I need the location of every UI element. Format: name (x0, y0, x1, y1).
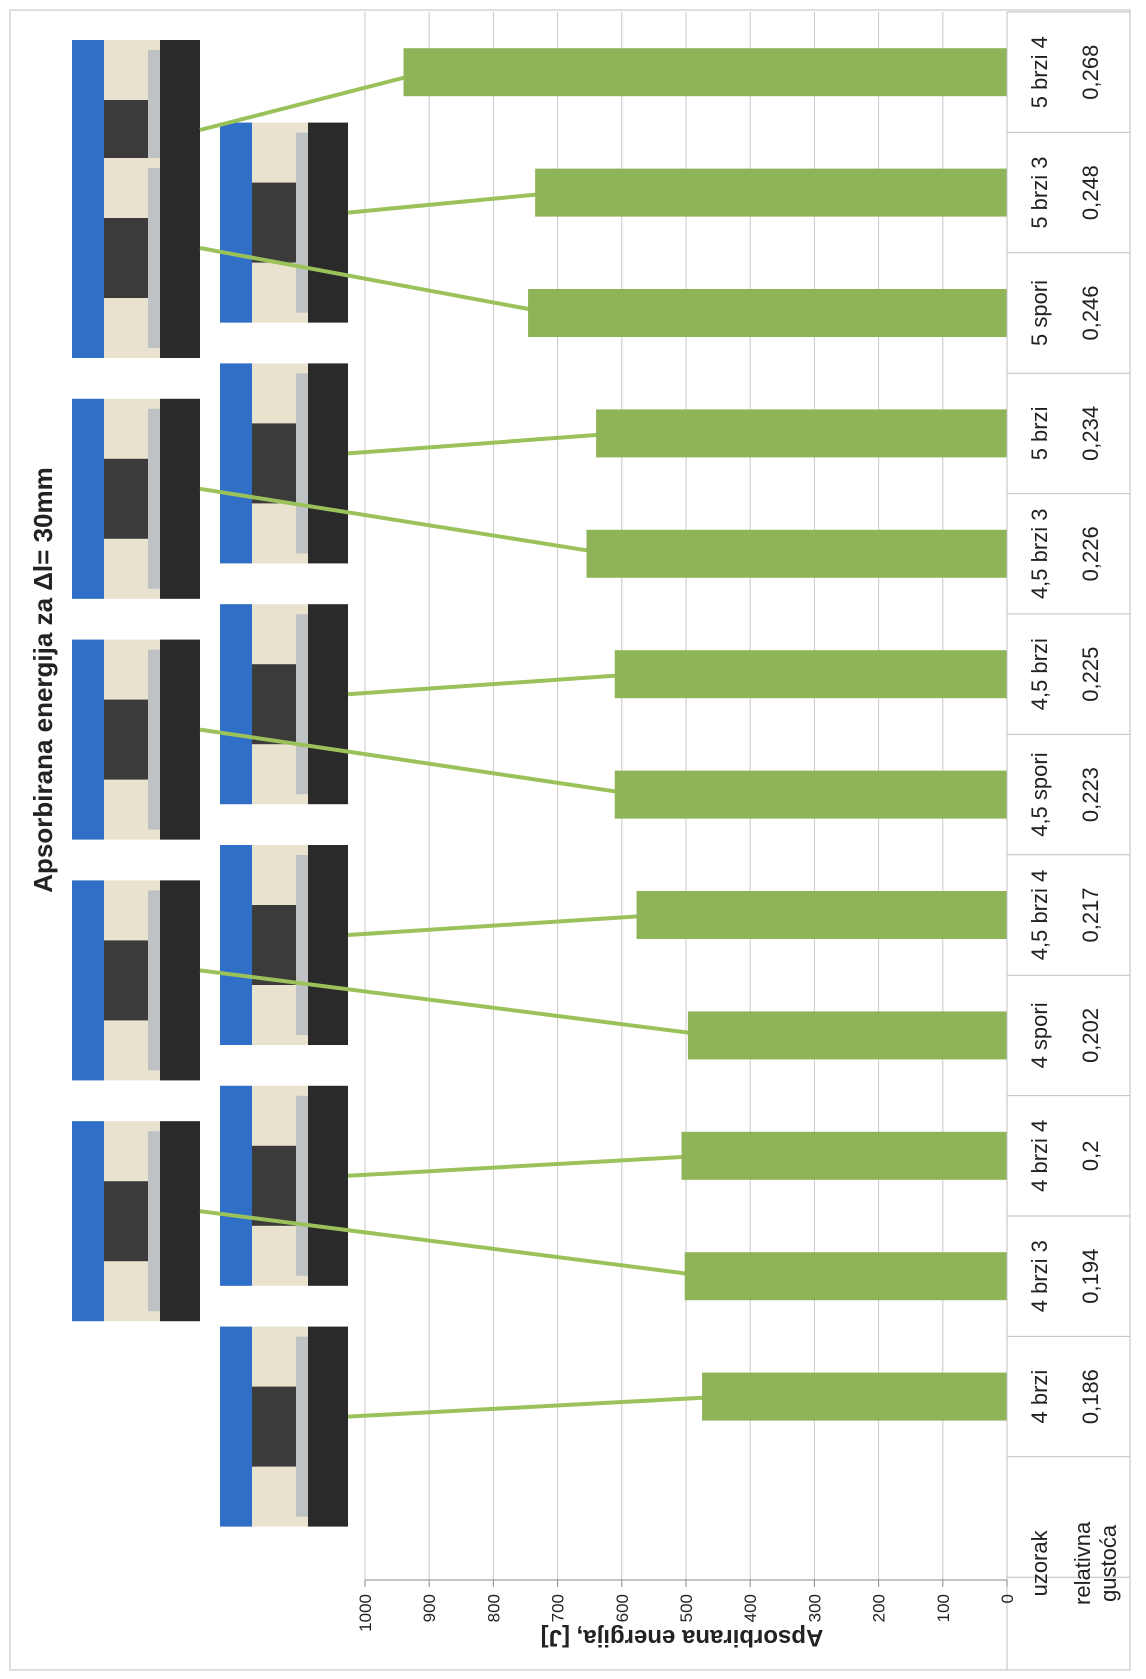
value-axis-label: Apsorbirana energija, [J] (541, 1624, 824, 1651)
category-label: 5 spori (1027, 280, 1052, 346)
tick-label: 100 (934, 1594, 953, 1622)
relative-density-label: 0,194 (1078, 1249, 1103, 1304)
leader-line (347, 672, 637, 697)
category-label: 5 brzi 4 (1027, 36, 1052, 108)
value-axis-ticks: 0 100 200 300 400 500 600 700 800 900 1000 (356, 1579, 1017, 1632)
specimen-photo (72, 158, 200, 358)
leader-lines (199, 70, 725, 1419)
bar (636, 891, 1007, 939)
leader-line (199, 1209, 707, 1279)
specimen-photo (220, 845, 348, 1045)
category-label: 4,5 brzi 4 (1027, 870, 1052, 961)
leader-line (347, 190, 558, 215)
leader-line (347, 1394, 725, 1419)
category-label: 4 spori (1027, 1002, 1052, 1068)
specimen-photo (220, 1326, 348, 1527)
category-label: 4 brzi 3 (1027, 1240, 1052, 1312)
tick-label: 300 (805, 1594, 824, 1622)
bar (687, 1011, 1007, 1060)
relative-density-label: 0,226 (1078, 526, 1103, 581)
category-label: 4,5 brzi (1027, 638, 1052, 710)
category-label: 4,5 spori (1027, 752, 1052, 836)
bar (403, 48, 1007, 97)
specimen-photo (220, 122, 348, 323)
bar (596, 409, 1007, 458)
row-label-density: relativnagustoća (1070, 1521, 1121, 1605)
tick-label: 200 (870, 1594, 889, 1622)
specimen-photo (72, 880, 200, 1081)
bar (702, 1372, 1007, 1421)
relative-density-label: 0,202 (1078, 1008, 1103, 1063)
tick-label: 900 (420, 1594, 439, 1622)
specimen-photo (72, 398, 200, 599)
specimen-photo (220, 363, 348, 564)
relative-density-label: 0,225 (1078, 647, 1103, 702)
bar (535, 168, 1007, 217)
tick-label: 600 (613, 1594, 632, 1622)
leader-line (347, 913, 659, 937)
tick-label: 400 (741, 1594, 760, 1622)
bar (684, 1252, 1007, 1301)
tick-label: 1000 (356, 1594, 375, 1632)
category-label: 5 brzi 3 (1027, 157, 1052, 229)
relative-density-label: 0,268 (1078, 45, 1103, 100)
relative-density-label: 0,234 (1078, 406, 1103, 461)
tick-label: 800 (484, 1594, 503, 1622)
chart-title: Apsorbirana energija za Δl= 30mm (28, 467, 58, 892)
category-label: 5 brzi (1027, 407, 1052, 461)
relative-density-label: 0,223 (1078, 767, 1103, 822)
relative-density-label: 0,248 (1078, 165, 1103, 220)
specimen-photo (220, 604, 348, 805)
bar (614, 770, 1007, 819)
data-table: 5 brzi 4 0,268 5 brzi 3 0,248 5 spori 0,246 5 … (1006, 11, 1130, 1670)
category-label: 4 brzi (1027, 1370, 1052, 1424)
row-label-sample: uzorak (1027, 1529, 1052, 1596)
leader-line (199, 70, 427, 132)
category-label: 4 brzi 4 (1027, 1120, 1052, 1192)
specimen-photo (72, 639, 200, 840)
leader-line (199, 727, 638, 797)
bar (586, 529, 1007, 578)
bars (403, 48, 1007, 1421)
tick-label: 0 (998, 1594, 1017, 1603)
leader-line (199, 246, 551, 315)
bar (614, 650, 1007, 699)
leader-line (347, 1153, 704, 1178)
relative-density-label: 0,186 (1078, 1369, 1103, 1424)
leader-line (199, 968, 711, 1038)
category-label: 4,5 brzi 3 (1027, 509, 1052, 600)
relative-density-label: 0,246 (1078, 285, 1103, 340)
specimen-photos (72, 40, 348, 1527)
bar (528, 289, 1007, 337)
bar (681, 1131, 1007, 1180)
specimen-photo (220, 1085, 348, 1286)
leader-line (199, 486, 609, 556)
relative-density-label: 0,2 (1078, 1141, 1103, 1172)
specimen-photo (72, 1121, 200, 1322)
tick-label: 700 (549, 1594, 568, 1622)
leader-line (347, 431, 619, 456)
tick-label: 500 (677, 1594, 696, 1622)
relative-density-label: 0,217 (1078, 887, 1103, 942)
